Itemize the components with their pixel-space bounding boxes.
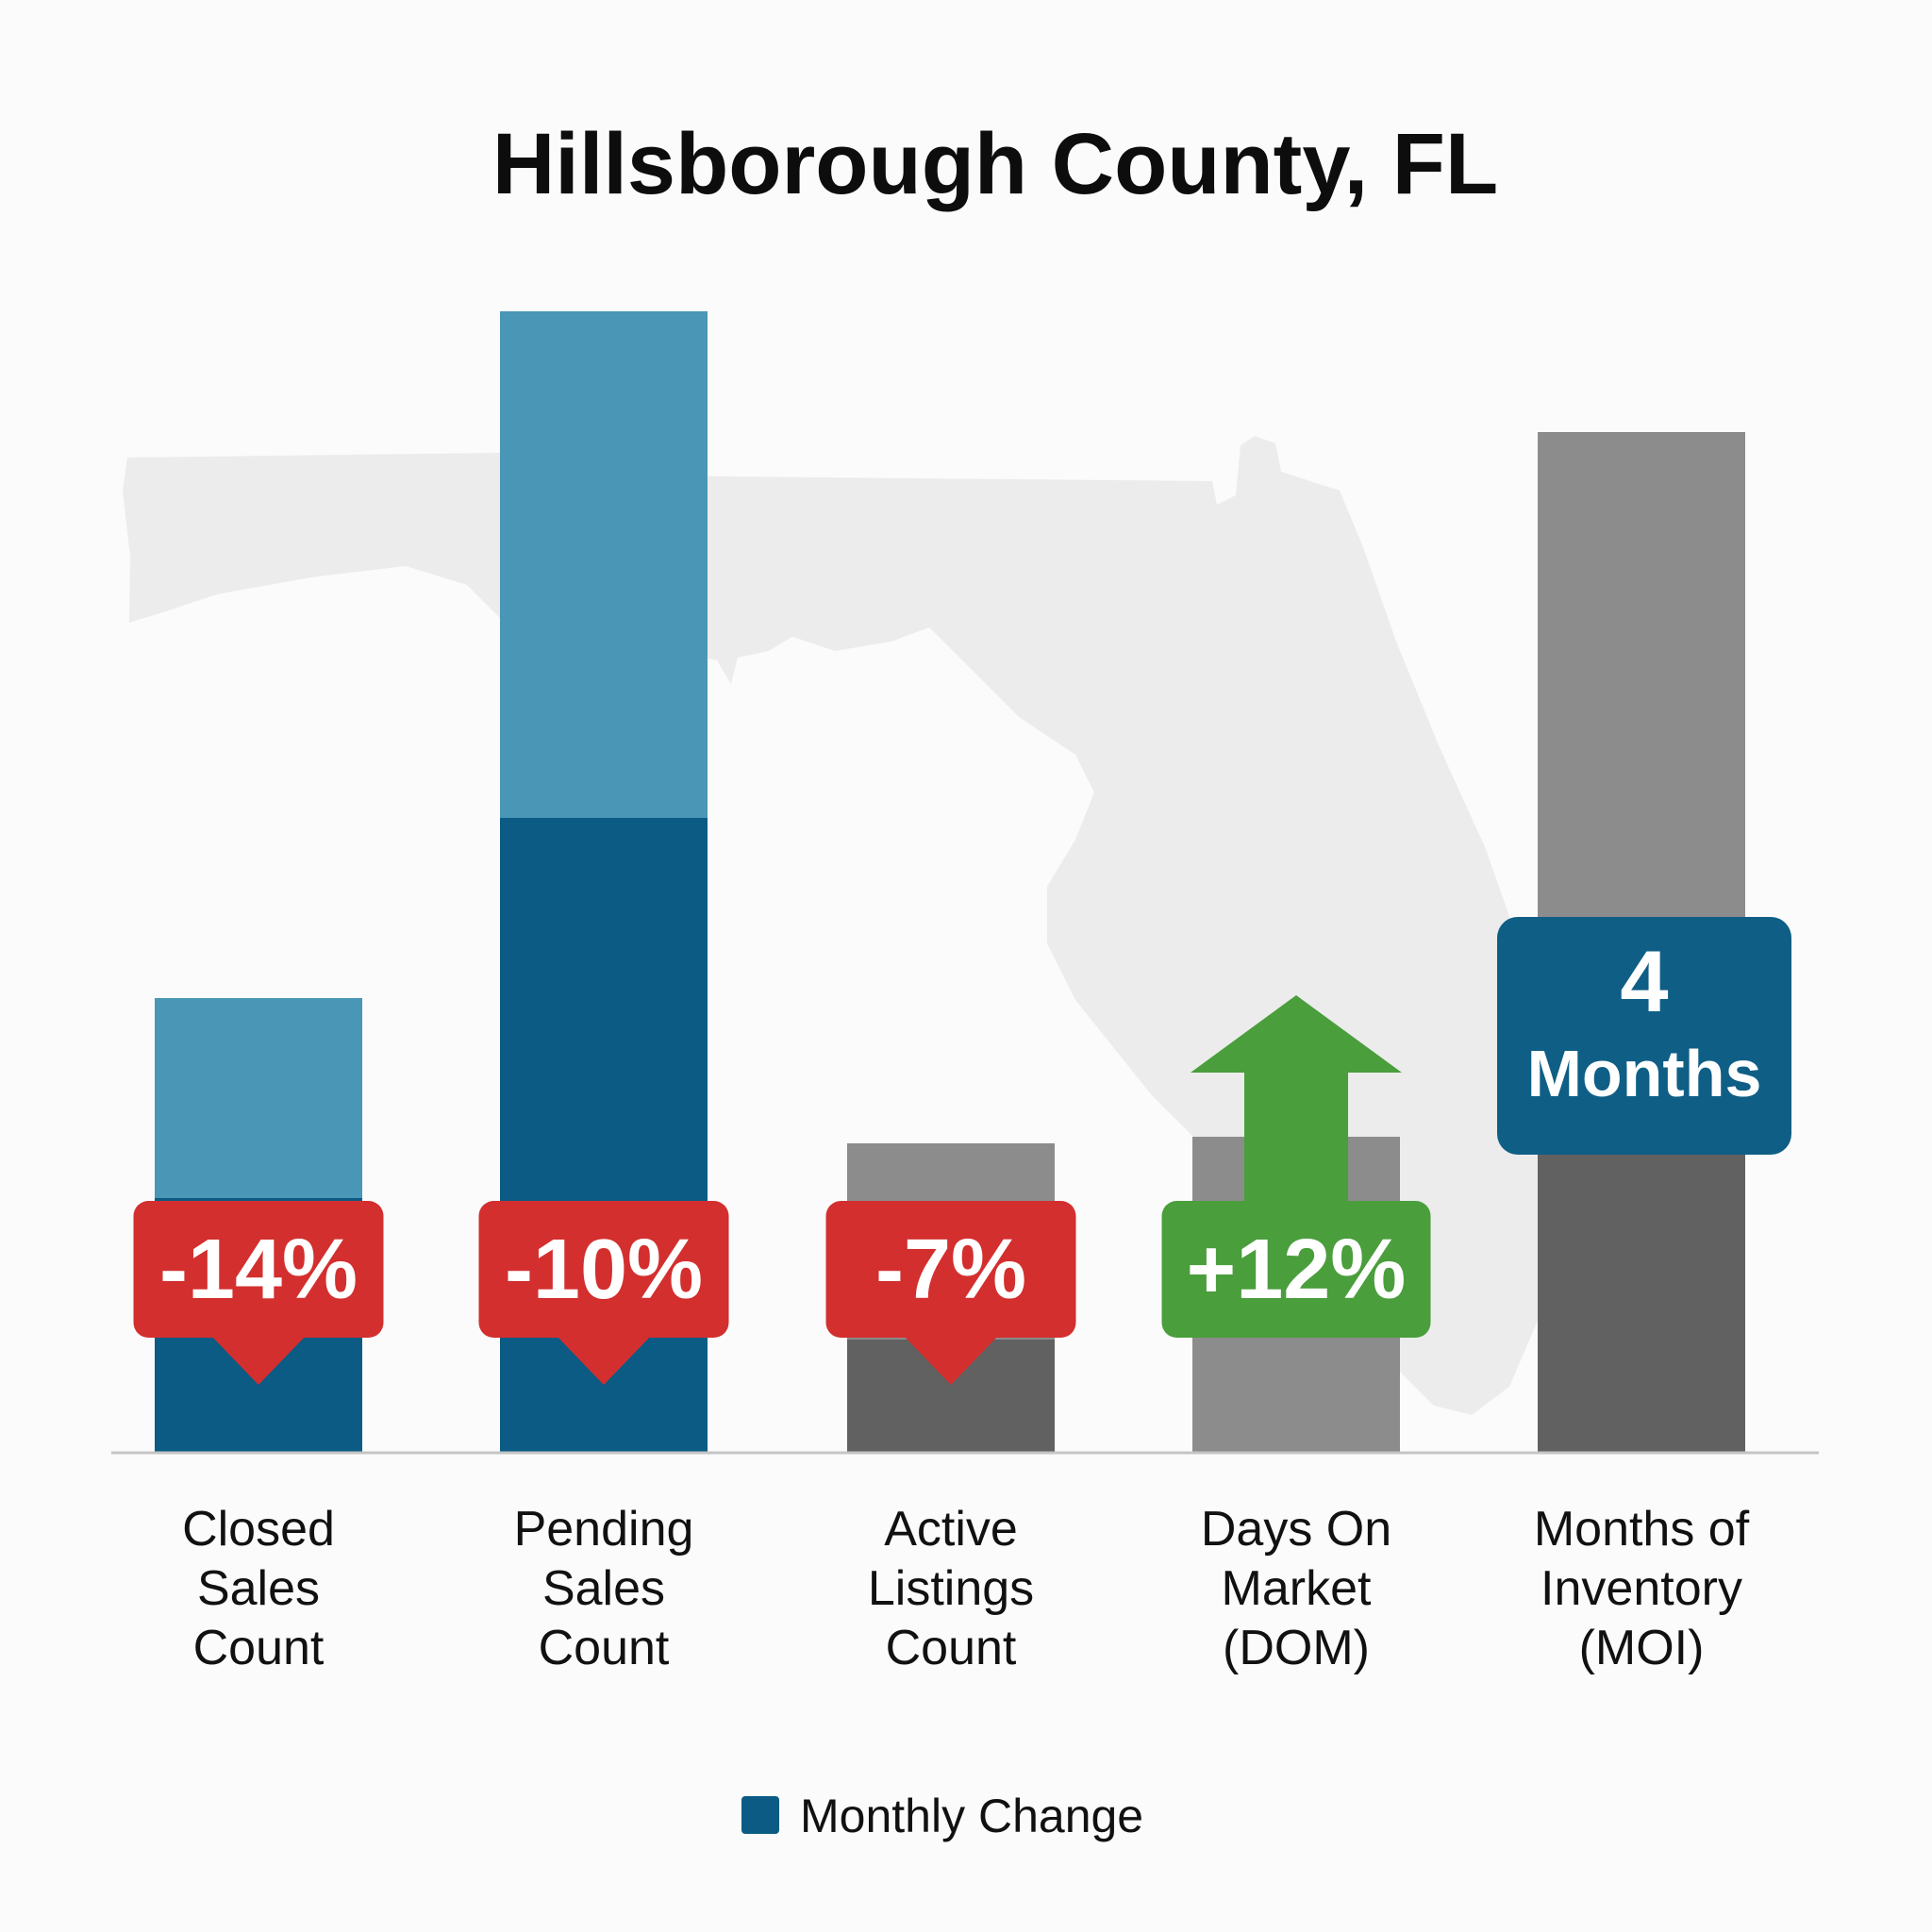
category-label: Pending Sales Count [514,1502,694,1675]
category-label-line: Inventory [1541,1561,1742,1616]
category-label: Active Listings Count [868,1502,1034,1675]
badge-value: -10% [505,1223,703,1317]
legend-label: Monthly Change [800,1790,1143,1842]
down-pointer-icon [902,1334,1000,1385]
bar-upper-segment [155,998,362,1198]
badge-box [1161,1201,1431,1338]
change-badge: -10% [478,1201,729,1385]
change-badge: +12% [1161,995,1431,1338]
badge-box [478,1201,729,1338]
category-label-line: (DOM) [1223,1621,1370,1675]
florida-map-silhouette [123,436,1566,1415]
category-label-line: Days On [1201,1502,1391,1557]
badge-value: -14% [159,1223,358,1317]
badge-box [133,1201,384,1338]
category-label: Closed Sales Count [182,1502,335,1675]
down-pointer-icon [209,1334,308,1385]
category-label-line: Count [539,1621,670,1675]
chart-title: Hillsborough County, FL [492,116,1498,212]
category-label-line: Closed [182,1502,335,1557]
category-label-line: Sales [197,1561,320,1616]
category-label-line: Market [1222,1561,1372,1616]
badge-value: -7% [875,1223,1026,1317]
badge-value-line: Months [1527,1037,1762,1110]
category-label-line: Sales [542,1561,665,1616]
category-label-line: Months of [1534,1502,1750,1557]
category-label-line: Listings [868,1561,1034,1616]
category-label-line: Count [193,1621,325,1675]
category-label: Days On Market (DOM) [1201,1502,1391,1675]
change-badge: -7% [825,1201,1076,1385]
bar-upper-segment [500,311,708,818]
badge-box [1497,917,1791,1155]
down-pointer-icon [555,1334,653,1385]
badge-value-line: 4 [1620,934,1668,1030]
legend: Monthly Change [741,1790,1143,1842]
category-label-line: Pending [514,1502,694,1557]
badge-box [825,1201,1076,1338]
bar-lower-segment [1192,1340,1400,1453]
up-arrow-icon [1191,995,1402,1210]
category-label-line: Active [884,1502,1018,1557]
badge-value: +12% [1187,1223,1407,1317]
category-label-line: Count [886,1621,1017,1675]
legend-swatch [741,1796,779,1834]
category-label-line: (MOI) [1579,1621,1705,1675]
change-badge: -14% [133,1201,384,1385]
category-label: Months of Inventory (MOI) [1534,1502,1750,1675]
bar-lower-segment [1538,1151,1745,1453]
